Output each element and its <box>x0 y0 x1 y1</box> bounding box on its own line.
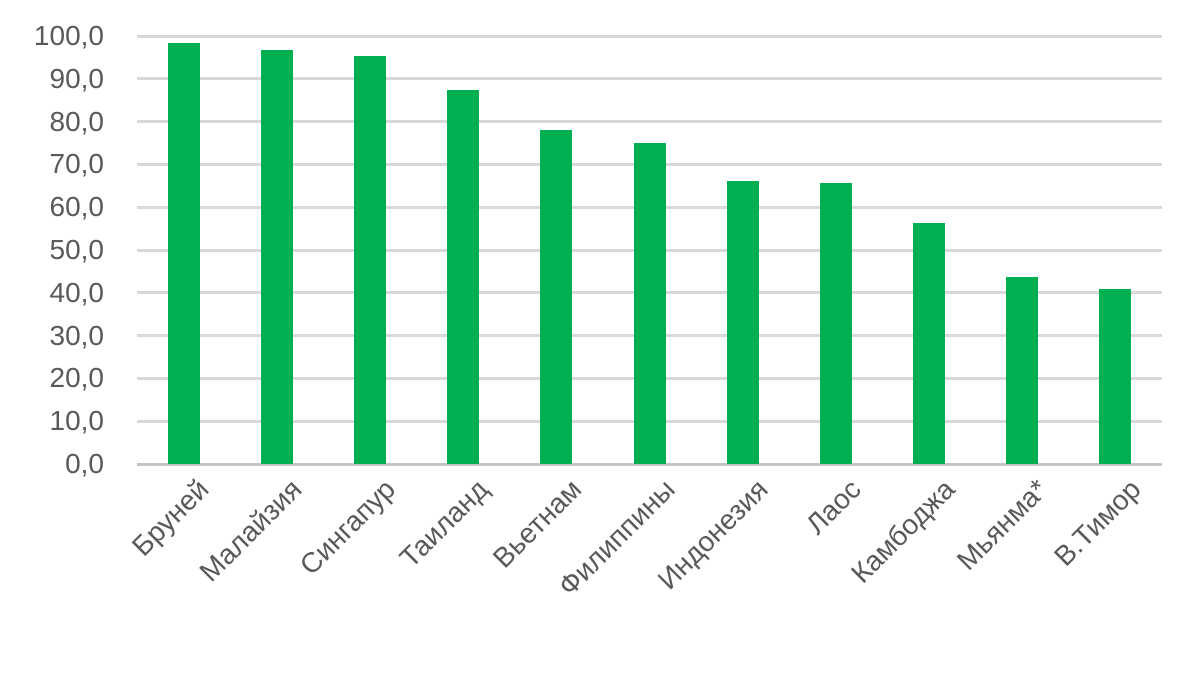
bar-5 <box>633 143 666 464</box>
y-tick-label: 80,0 <box>49 105 105 137</box>
bar-2 <box>353 55 386 464</box>
x-category-label: Сингапур <box>293 473 402 581</box>
y-tick-label: 40,0 <box>49 276 105 308</box>
y-tick-label: 0,0 <box>65 448 104 479</box>
y-tick-label: 60,0 <box>49 191 105 223</box>
x-category-label: В.Тимор <box>1048 473 1147 572</box>
gridline <box>137 77 1162 81</box>
bar-9 <box>1006 276 1039 464</box>
y-tick-label: 90,0 <box>49 62 105 94</box>
x-category-label: Малайзия <box>193 473 308 588</box>
y-tick-label: 100,0 <box>33 20 104 51</box>
x-category-label: Таиланд <box>394 473 495 574</box>
bar-4 <box>540 130 573 464</box>
gridline <box>137 34 1162 38</box>
bar-7 <box>819 182 852 464</box>
y-tick-label: 20,0 <box>49 362 105 394</box>
x-category-label: Мьянма* <box>950 473 1054 577</box>
y-tick-label: 30,0 <box>49 319 105 351</box>
bar-0 <box>167 42 200 464</box>
y-tick-label: 50,0 <box>49 234 105 265</box>
plot-area <box>137 34 1162 466</box>
bar-6 <box>726 181 759 464</box>
bar-1 <box>260 50 293 464</box>
y-tick-label: 10,0 <box>49 405 105 437</box>
x-category-label: Бруней <box>126 473 215 562</box>
bar-8 <box>913 223 946 464</box>
gridline <box>137 120 1162 124</box>
x-axis-line <box>137 462 1162 466</box>
bar-10 <box>1099 289 1132 464</box>
x-category-label: Лаос <box>800 473 868 541</box>
y-tick-label: 70,0 <box>49 148 105 180</box>
bar-3 <box>447 89 480 464</box>
